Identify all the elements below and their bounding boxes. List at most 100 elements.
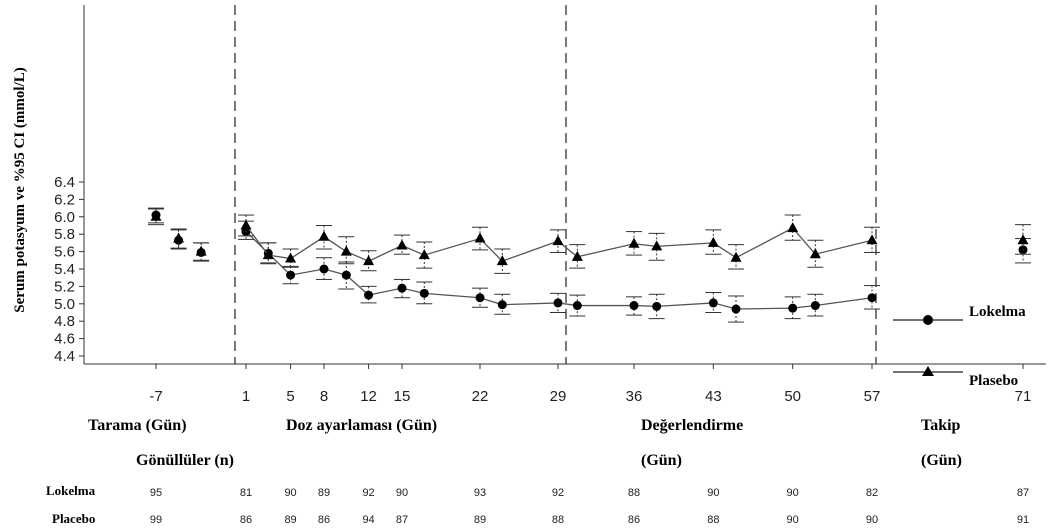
count-placebo: 90 [866, 514, 878, 526]
y-tick-label: 5.4 [54, 261, 75, 278]
data-point-lokelma [731, 304, 741, 314]
data-point-plasebo [809, 248, 821, 259]
count-placebo: 90 [787, 514, 799, 526]
count-lokelma: 82 [866, 487, 878, 499]
data-point-plasebo [173, 232, 185, 243]
data-point-plasebo [396, 239, 408, 250]
count-placebo: 86 [240, 514, 252, 526]
count-placebo: 86 [628, 514, 640, 526]
x-tick-label: 1 [242, 388, 250, 405]
data-point-plasebo [285, 252, 297, 263]
data-point-lokelma [788, 303, 798, 313]
data-point-lokelma [553, 298, 563, 308]
x-tick-label: 43 [705, 388, 722, 405]
count-row-label-lokelma: Lokelma [46, 483, 96, 498]
data-point-plasebo [787, 222, 799, 233]
count-lokelma: 90 [284, 487, 296, 499]
data-point-plasebo [552, 235, 564, 246]
count-placebo: 88 [707, 514, 719, 526]
y-tick-label: 5.8 [54, 226, 75, 243]
phase-label-evaluation-days: (Gün) [641, 452, 682, 469]
legend-lokelma-marker [923, 315, 933, 325]
y-tick-label: 4.8 [54, 313, 75, 330]
count-placebo: 86 [318, 514, 330, 526]
data-point-lokelma [341, 270, 351, 280]
data-point-lokelma [286, 270, 296, 280]
x-tick-label: 50 [784, 388, 801, 405]
data-point-lokelma [629, 301, 639, 311]
data-point-plasebo [707, 236, 719, 247]
data-point-plasebo [318, 230, 330, 241]
count-lokelma: 88 [628, 487, 640, 499]
count-placebo: 94 [362, 514, 374, 526]
data-point-plasebo [363, 255, 375, 266]
data-point-plasebo [340, 245, 352, 256]
x-tick-label: 57 [864, 388, 881, 405]
count-lokelma: 90 [707, 487, 719, 499]
count-lokelma: 90 [396, 487, 408, 499]
y-tick-label: 6.0 [54, 209, 75, 226]
count-lokelma: 81 [240, 487, 252, 499]
data-point-lokelma [319, 264, 329, 274]
data-point-plasebo [240, 219, 252, 230]
data-point-lokelma [497, 300, 507, 310]
phase-label-followup-days: (Gün) [921, 452, 962, 469]
phase-label-evaluation: Değerlendirme [641, 417, 743, 434]
count-placebo: 88 [552, 514, 564, 526]
data-point-lokelma [397, 283, 407, 293]
count-lokelma: 92 [362, 487, 374, 499]
data-point-lokelma [419, 288, 429, 298]
y-tick-label: 6.4 [54, 174, 75, 191]
y-tick-label: 4.6 [54, 331, 75, 348]
count-placebo: 87 [396, 514, 408, 526]
x-tick-label: 15 [394, 388, 411, 405]
y-tick-label: 5.0 [54, 296, 75, 313]
count-row-label-placebo: Placebo [52, 511, 95, 526]
data-point-plasebo [571, 250, 583, 261]
legend: Lokelma Plasebo [893, 304, 1026, 389]
phase-label-dose-adjustment: Doz ayarlaması (Gün) [286, 417, 437, 434]
count-lokelma: 87 [1017, 487, 1029, 499]
x-tick-label: 29 [550, 388, 567, 405]
count-lokelma: 89 [318, 487, 330, 499]
data-point-lokelma [708, 298, 718, 308]
x-tick-label: 8 [320, 388, 328, 405]
y-axis-label: Serum potasyum ve %95 CI (mmol/L) [12, 67, 28, 312]
count-placebo: 89 [284, 514, 296, 526]
data-point-lokelma [475, 293, 485, 303]
count-lokelma: 95 [150, 487, 162, 499]
count-placebo: 91 [1017, 514, 1029, 526]
data-point-plasebo [195, 245, 207, 256]
data-point-plasebo [1017, 234, 1029, 245]
data-point-plasebo [262, 249, 274, 260]
legend-lokelma-label: Lokelma [969, 304, 1026, 320]
data-point-plasebo [418, 249, 430, 260]
count-lokelma: 90 [787, 487, 799, 499]
data-point-plasebo [496, 255, 508, 266]
y-tick-label: 6.2 [54, 191, 75, 208]
y-tick-label: 5.2 [54, 278, 75, 295]
y-tick-label: 4.4 [54, 348, 75, 365]
x-tick-label: 5 [286, 388, 294, 405]
data-point-plasebo [730, 251, 742, 262]
data-point-lokelma [810, 301, 820, 311]
data-point-lokelma [867, 293, 877, 303]
data-point-lokelma [572, 301, 582, 311]
phase-label-followup: Takip [921, 417, 961, 434]
data-point-lokelma [652, 301, 662, 311]
volunteers-label: Gönüllüler (n) [136, 452, 234, 469]
count-placebo: 89 [474, 514, 486, 526]
y-tick-label: 5.6 [54, 244, 75, 261]
legend-plasebo-label: Plasebo [969, 373, 1018, 389]
count-lokelma: 93 [474, 487, 486, 499]
x-tick-label: 36 [626, 388, 643, 405]
phase-label-screening: Tarama (Gün) [88, 417, 187, 434]
data-point-lokelma [364, 290, 374, 300]
x-tick-label: 71 [1015, 388, 1032, 405]
legend-plasebo-marker [922, 366, 934, 376]
data-point-plasebo [474, 232, 486, 243]
data-point-plasebo [651, 240, 663, 251]
count-lokelma: 92 [552, 487, 564, 499]
data-point-plasebo [866, 234, 878, 245]
